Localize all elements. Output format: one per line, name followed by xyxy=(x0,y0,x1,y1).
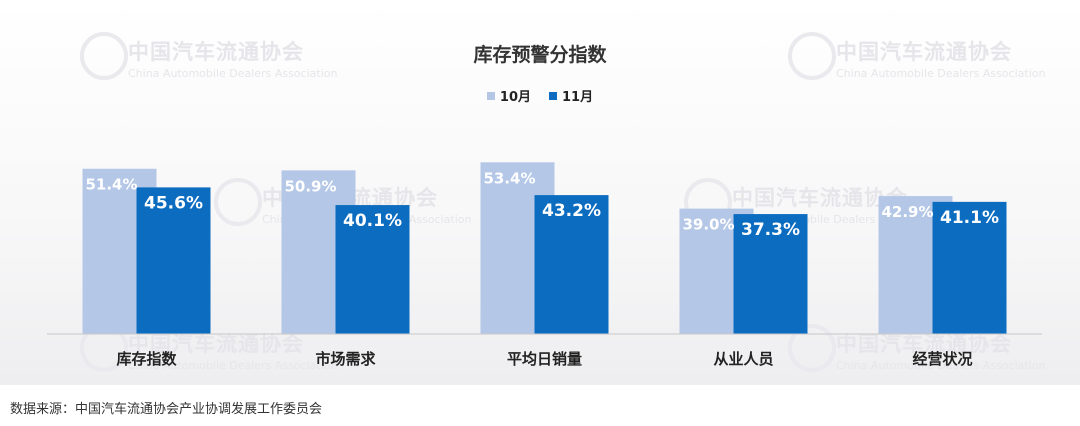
data-label: 40.1% xyxy=(343,211,402,231)
legend-item-series-0: 10月 xyxy=(486,86,531,105)
data-label: 43.2% xyxy=(542,201,601,221)
legend-item-series-1: 11月 xyxy=(549,86,593,105)
data-label: 41.1% xyxy=(940,208,999,228)
legend-label: 11月 xyxy=(562,90,594,105)
data-label: 37.3% xyxy=(741,220,800,240)
data-label: 51.4% xyxy=(85,176,137,194)
category-label: 经营状况 xyxy=(912,350,972,368)
source-note: 数据来源：中国汽车流通协会产业协调发展工作委员会 xyxy=(10,402,323,417)
bar-11-4 xyxy=(932,201,1007,334)
bar-11-2 xyxy=(534,195,609,334)
legend-swatch xyxy=(486,91,495,100)
category-label: 库存指数 xyxy=(116,350,177,368)
data-label: 42.9% xyxy=(881,203,933,221)
category-label: 从业人员 xyxy=(713,350,773,368)
category-label: 市场需求 xyxy=(315,350,376,368)
data-label: 39.0% xyxy=(682,216,734,234)
bar-11-0 xyxy=(136,187,211,334)
legend-label: 10月 xyxy=(499,90,531,105)
chart-title: 库存预警分指数 xyxy=(473,44,607,66)
legend-swatch xyxy=(549,91,557,100)
bar-11-3 xyxy=(733,214,808,334)
data-label: 53.4% xyxy=(483,169,535,187)
chart-legend: 10月 11月 xyxy=(0,86,1080,105)
bar-chart: 51.4% 45.6% 库存指数 50.9% 40.1% 市场需求 53.4% 43.2% 平均… xyxy=(47,162,1042,368)
data-label: 45.6% xyxy=(144,193,203,213)
data-label: 50.9% xyxy=(284,177,336,195)
category-label: 平均日销量 xyxy=(507,350,582,368)
bar-11-1 xyxy=(335,205,410,334)
